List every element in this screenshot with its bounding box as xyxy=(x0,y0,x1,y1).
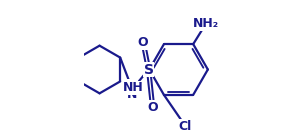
Text: NH: NH xyxy=(123,81,143,94)
Text: Cl: Cl xyxy=(179,120,192,132)
Text: N: N xyxy=(127,88,137,101)
Text: O: O xyxy=(138,36,148,49)
Text: NH₂: NH₂ xyxy=(193,17,219,30)
Text: S: S xyxy=(143,63,154,76)
Text: H: H xyxy=(127,80,137,93)
Text: O: O xyxy=(147,101,158,114)
